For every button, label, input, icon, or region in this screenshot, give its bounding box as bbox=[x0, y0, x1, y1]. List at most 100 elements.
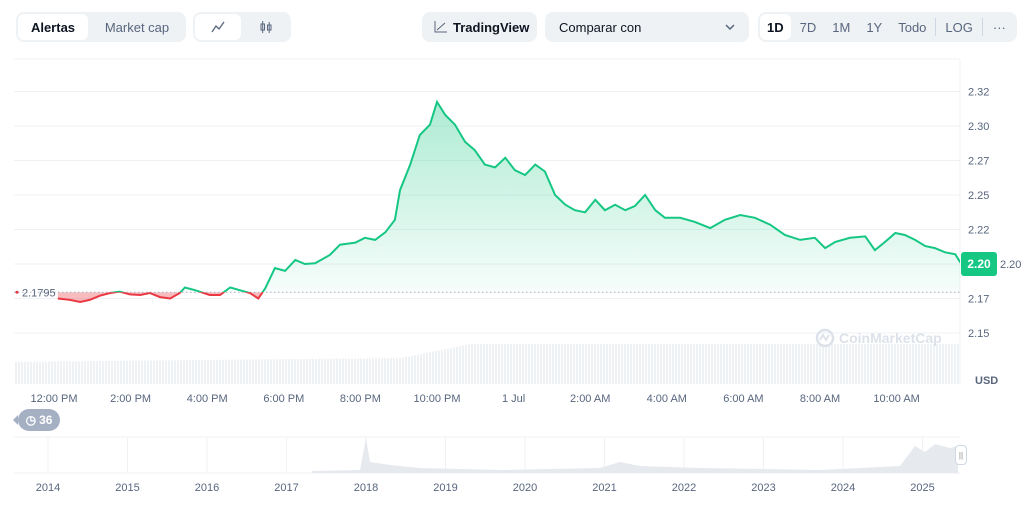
volume-bar bbox=[453, 347, 455, 384]
volume-bar bbox=[267, 359, 269, 384]
history-icon: ◷ bbox=[25, 413, 37, 427]
volume-bar bbox=[441, 349, 443, 384]
range-todo[interactable]: Todo bbox=[898, 19, 927, 35]
volume-bar bbox=[618, 344, 620, 384]
tab-alertas[interactable]: Alertas bbox=[18, 14, 88, 40]
volume-bar bbox=[591, 344, 593, 384]
volume-bar bbox=[411, 355, 413, 384]
navigator-handle[interactable]: || bbox=[955, 445, 967, 465]
y-tick-label: 2.15 bbox=[968, 328, 989, 340]
volume-bar bbox=[36, 361, 38, 384]
more-options-button[interactable]: ··· bbox=[992, 19, 1006, 35]
volume-bar bbox=[117, 360, 119, 384]
volume-bar bbox=[933, 344, 935, 384]
volume-bar bbox=[768, 344, 770, 384]
tab-market-cap[interactable]: Market cap bbox=[104, 19, 170, 35]
volume-bar bbox=[819, 344, 821, 384]
volume-bar bbox=[822, 344, 824, 384]
candlestick-icon[interactable] bbox=[243, 14, 289, 40]
volume-bar bbox=[381, 358, 383, 384]
volume-bar bbox=[396, 358, 398, 384]
x-tick-label: 2:00 AM bbox=[570, 393, 610, 405]
volume-bar bbox=[627, 344, 629, 384]
volume-bar bbox=[177, 360, 179, 384]
volume-bar bbox=[495, 344, 497, 384]
volume-bar bbox=[261, 359, 263, 384]
volume-bar bbox=[69, 361, 71, 384]
volume-bar bbox=[678, 344, 680, 384]
volume-bar bbox=[876, 344, 878, 384]
volume-bar bbox=[417, 354, 419, 384]
volume-bar bbox=[435, 351, 437, 384]
volume-bar bbox=[246, 359, 248, 384]
volume-bar bbox=[687, 344, 689, 384]
volume-bar bbox=[525, 344, 527, 384]
volume-bar bbox=[393, 358, 395, 384]
volume-bar bbox=[726, 344, 728, 384]
range-1d[interactable]: 1D bbox=[760, 14, 791, 40]
volume-bar bbox=[45, 361, 47, 384]
volume-bar bbox=[21, 361, 23, 384]
volume-bar bbox=[354, 358, 356, 384]
volume-bar bbox=[924, 344, 926, 384]
range-1m[interactable]: 1M bbox=[832, 19, 851, 35]
volume-bar bbox=[18, 361, 20, 384]
volume-bar bbox=[801, 344, 803, 384]
volume-bar bbox=[456, 346, 458, 384]
volume-bar bbox=[717, 344, 719, 384]
volume-bar bbox=[948, 344, 950, 384]
volume-bar bbox=[486, 344, 488, 384]
volume-bar bbox=[237, 359, 239, 384]
volume-bar bbox=[429, 352, 431, 384]
volume-bar bbox=[900, 344, 902, 384]
volume-bar bbox=[855, 344, 857, 384]
volume-bar bbox=[756, 344, 758, 384]
volume-bar bbox=[549, 344, 551, 384]
navigator-year-label: 2020 bbox=[513, 482, 537, 494]
volume-bar bbox=[303, 358, 305, 384]
volume-bar bbox=[597, 344, 599, 384]
navigator-year-label: 2015 bbox=[115, 482, 139, 494]
volume-bar bbox=[708, 344, 710, 384]
volume-bar bbox=[714, 344, 716, 384]
volume-bar bbox=[864, 344, 866, 384]
volume-bar bbox=[447, 348, 449, 384]
x-tick-label: 1 Jul bbox=[502, 393, 525, 405]
tradingview-icon bbox=[434, 21, 447, 33]
volume-bar bbox=[297, 359, 299, 384]
volume-bar bbox=[798, 344, 800, 384]
tradingview-button[interactable]: TradingView bbox=[422, 12, 537, 42]
log-toggle[interactable]: LOG bbox=[945, 19, 973, 35]
history-badge[interactable]: ◷ 36 bbox=[13, 409, 60, 431]
volume-bar bbox=[357, 358, 359, 384]
navigator-year-label: 2025 bbox=[910, 482, 934, 494]
chart-type-toggle bbox=[193, 12, 291, 42]
volume-bar bbox=[654, 344, 656, 384]
volume-bar bbox=[333, 358, 335, 384]
view-tabs: Alertas Market cap bbox=[16, 12, 186, 42]
volume-bar bbox=[321, 358, 323, 384]
volume-bar bbox=[345, 358, 347, 384]
line-chart-icon[interactable] bbox=[195, 14, 241, 40]
range-1y[interactable]: 1Y bbox=[866, 19, 883, 35]
volume-bar bbox=[288, 359, 290, 384]
volume-bar bbox=[468, 344, 470, 384]
volume-bar bbox=[318, 358, 320, 384]
volume-bar bbox=[147, 360, 149, 384]
volume-bar bbox=[141, 360, 143, 384]
volume-bar bbox=[858, 344, 860, 384]
compare-dropdown[interactable]: Comparar con bbox=[545, 12, 749, 42]
range-7d[interactable]: 7D bbox=[799, 19, 817, 35]
volume-bar bbox=[669, 344, 671, 384]
volume-bar bbox=[576, 344, 578, 384]
volume-bar bbox=[720, 344, 722, 384]
volume-bar bbox=[300, 359, 302, 384]
volume-bar bbox=[744, 344, 746, 384]
x-tick-label: 4:00 PM bbox=[187, 393, 228, 405]
y-tick-label: 2.30 bbox=[968, 121, 989, 133]
volume-bar bbox=[84, 361, 86, 384]
volume-bar bbox=[558, 344, 560, 384]
currency-label: USD bbox=[975, 375, 998, 387]
volume-bar bbox=[888, 344, 890, 384]
